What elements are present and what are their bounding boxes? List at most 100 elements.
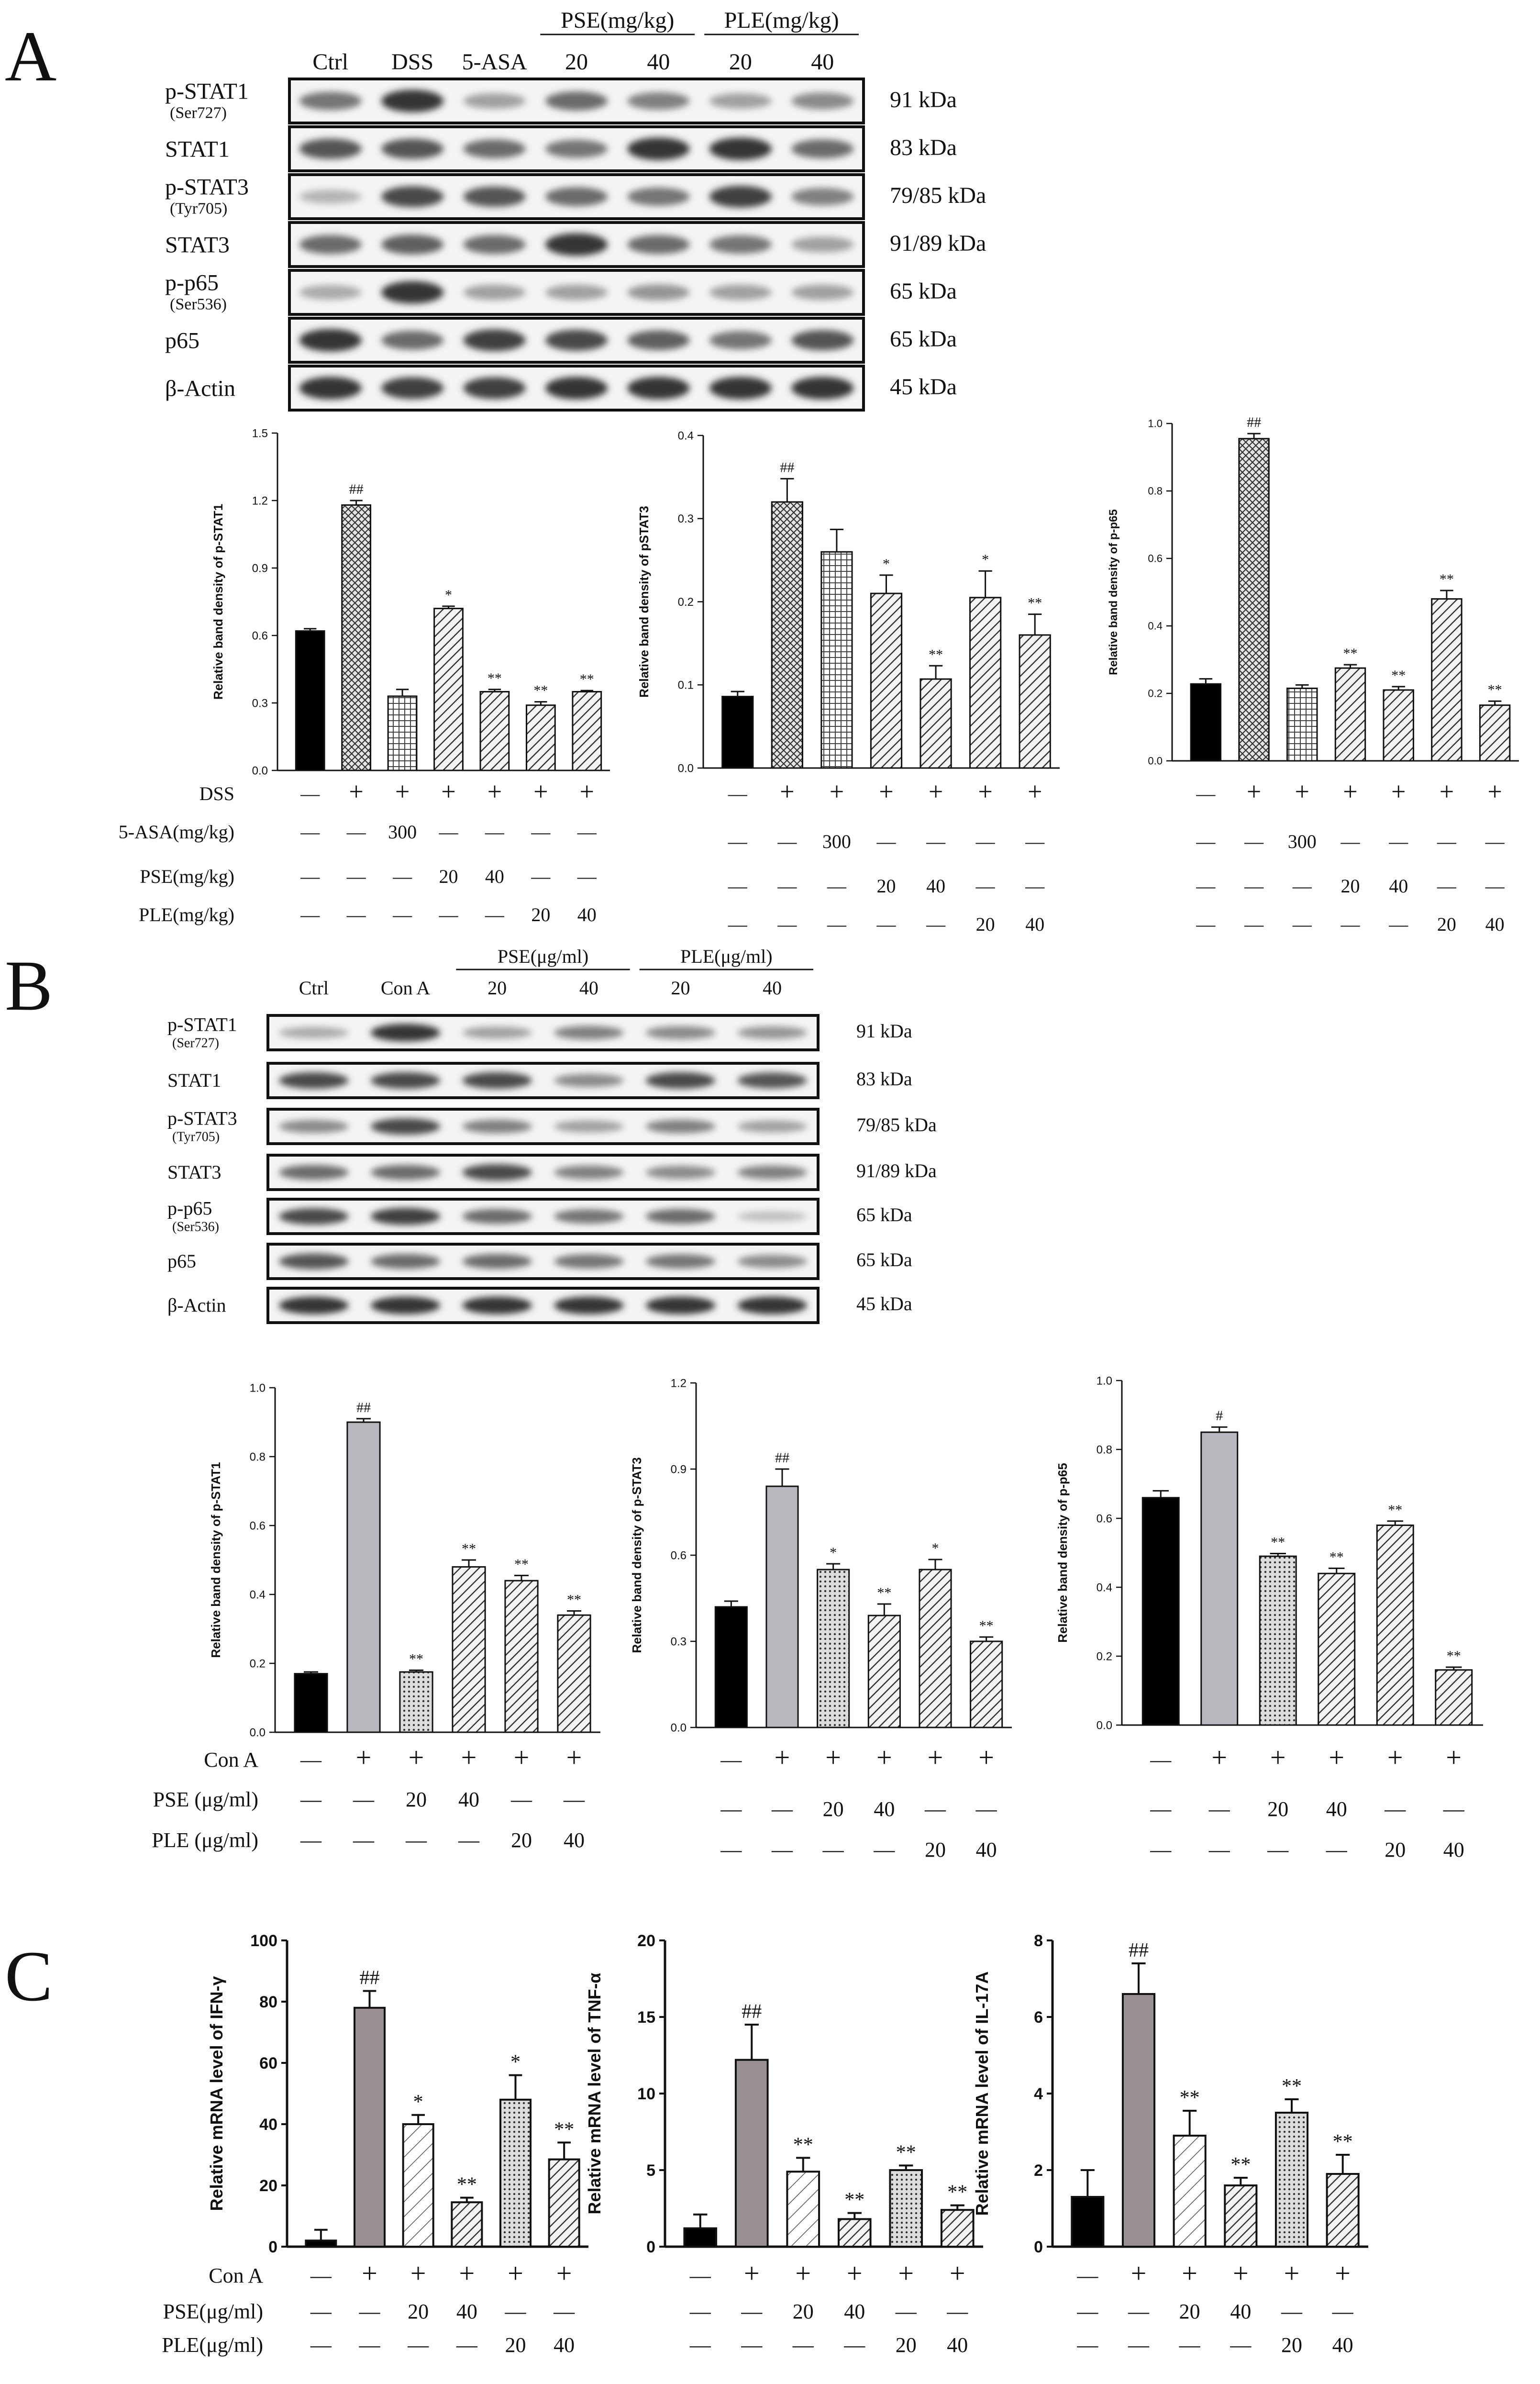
treatment-cell: +	[1440, 777, 1454, 806]
blot-row: p65 65 kDa	[165, 317, 957, 364]
treatment-cell: +	[514, 1742, 530, 1773]
treatment-cell: 40	[1443, 1838, 1464, 1861]
treatment-cell: —	[975, 1797, 997, 1821]
treatment-cell: —	[895, 2300, 917, 2323]
significance-label: **	[1333, 2131, 1353, 2153]
treatment-cell: 20	[511, 1828, 532, 1852]
bar	[1259, 1555, 1297, 1726]
lane-label: 40	[811, 49, 834, 75]
treatment-cell: —	[531, 866, 551, 887]
treatment-cell: —	[456, 2333, 478, 2357]
treatment-cell: —	[353, 1828, 375, 1852]
blot-band	[462, 1209, 532, 1224]
treatment-cell: —	[720, 1797, 742, 1821]
blot-band	[737, 1255, 807, 1268]
treatment-cell: +	[487, 777, 502, 806]
bar	[433, 608, 464, 771]
blot-row: p-p65(Ser536) 65 kDa	[167, 1197, 912, 1235]
treatment-cell: —	[771, 1838, 793, 1861]
bar	[305, 2239, 337, 2248]
blot-kda-label: 79/85 kDa	[890, 183, 986, 208]
blot-band	[381, 186, 444, 208]
significance-label: **	[567, 1592, 581, 1608]
treatment-cell: —	[689, 2264, 711, 2287]
treatment-cell: 20	[505, 2333, 526, 2357]
blot-kda-label: 65 kDa	[890, 326, 957, 352]
bar	[1019, 634, 1051, 769]
treatment-cell: +	[580, 777, 594, 806]
bar	[1431, 598, 1462, 762]
significance-label: ##	[360, 1967, 380, 1989]
y-tick-label: 0.8	[1148, 485, 1163, 497]
y-tick-label: 1.0	[1148, 418, 1163, 430]
treatment-cell: 40	[1025, 913, 1044, 935]
y-tick-label: 1.0	[250, 1381, 266, 1394]
treatment-row-label: PLE(mg/kg)	[139, 904, 234, 925]
blot-kda-label: 65 kDa	[890, 279, 957, 304]
blot-band	[791, 92, 854, 110]
treatment-cell: —	[346, 904, 366, 925]
bar	[294, 1673, 328, 1733]
treatment-cell: —	[1076, 2264, 1098, 2287]
blot-band	[299, 138, 362, 159]
blot-band	[737, 1296, 807, 1315]
blot-band	[737, 1026, 807, 1039]
treatment-cell: 20	[823, 1797, 844, 1821]
treatment-cell: 40	[554, 2333, 575, 2357]
blot-row: STAT1 83 kDa	[165, 125, 957, 172]
blot-band	[627, 137, 690, 160]
blot-frame	[266, 1014, 820, 1051]
bar-chart-a2: 0.0 0.1 0.2 0.3 0.4 Relative band density of …	[637, 429, 1060, 775]
treatment-cell: —	[792, 2333, 814, 2357]
blot-row-sublabel: (Tyr705)	[170, 200, 227, 217]
lane-group-label: PSE(mg/kg)	[561, 8, 674, 33]
blot-band	[627, 284, 690, 301]
y-tick-label: 0.2	[1097, 1650, 1112, 1663]
treatment-row-label: DSS	[199, 783, 234, 804]
blot-band	[370, 1296, 441, 1315]
treatment-cell: —	[346, 821, 366, 843]
treatment-cell: 40	[564, 1828, 585, 1852]
y-tick-label: 20	[259, 2177, 277, 2195]
treatment-cell: —	[1485, 831, 1505, 852]
blot-band	[370, 1024, 441, 1042]
significance-label: **	[1271, 1534, 1285, 1550]
treatment-cell: —	[300, 866, 320, 887]
blot-row-sublabel: (Ser727)	[170, 104, 227, 122]
treatment-row-label: 5-ASA(mg/kg)	[119, 821, 234, 843]
y-tick-label: 0.6	[252, 629, 268, 642]
bar-chart-a1: 0.0 0.3 0.6 0.9 1.2 1.5 Relative band density …	[211, 427, 610, 777]
y-tick-label: 0.6	[1148, 553, 1163, 565]
y-axis-title: Relative band density of p-STAT3	[630, 1457, 644, 1653]
blot-row: p-p65(Ser536) 65 kDa	[165, 269, 957, 316]
blot-band	[370, 1208, 441, 1225]
treatment-cell: +	[1270, 1742, 1286, 1773]
western-blot-b: Ctrl Con A 20 40 20 40 PSE(μg/ml) PLE(μg/ml) p-S…	[167, 946, 937, 1324]
treatment-cell: 20	[406, 1788, 427, 1811]
bar	[346, 1421, 381, 1733]
treatment-cell: +	[556, 2258, 572, 2289]
blot-kda-label: 65 kDa	[856, 1249, 912, 1270]
treatment-cell: —	[407, 2333, 429, 2357]
bar	[1141, 1497, 1180, 1726]
treatment-cell: —	[300, 1788, 322, 1811]
blot-kda-label: 79/85 kDa	[856, 1114, 937, 1136]
lane-label: DSS	[391, 49, 433, 75]
treatment-cell: +	[409, 1742, 424, 1773]
blot-band	[299, 91, 362, 111]
bar	[771, 501, 803, 769]
blot-band	[279, 1296, 349, 1315]
blot-band	[545, 187, 608, 206]
treatment-cell: 40	[874, 1797, 895, 1821]
treatment-cell: 40	[1326, 1797, 1347, 1821]
significance-label: **	[1488, 682, 1502, 698]
blot-kda-label: 45 kDa	[856, 1293, 912, 1315]
treatment-cell: +	[508, 2258, 523, 2289]
blot-band	[645, 1072, 716, 1089]
treatment-cell: —	[689, 2300, 711, 2323]
bar	[1376, 1524, 1414, 1726]
blot-band	[554, 1209, 624, 1224]
blot-band	[627, 187, 690, 206]
significance-label: **	[896, 2141, 916, 2163]
